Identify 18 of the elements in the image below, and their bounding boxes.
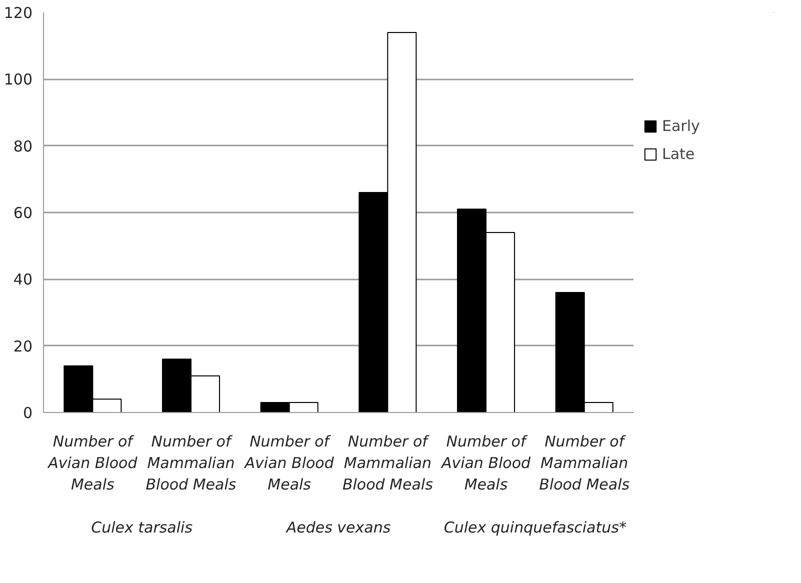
legend-label: Early — [662, 117, 700, 135]
y-tick-label: 100 — [4, 70, 33, 89]
x-tick-label: Number of Mammalian Blood Meals — [539, 432, 630, 494]
x-tick-label: Number of Avian Blood Meals — [440, 432, 532, 494]
text: Culex quinquefasciatus* — [444, 518, 627, 536]
text: Aedes vexans — [285, 518, 391, 536]
x-tick-label: Number of Mammalian Blood Meals — [146, 432, 236, 494]
y-tick-label: 60 — [13, 204, 33, 222]
x-tick-label: Number of Mammalian Blood Meals — [342, 432, 434, 494]
y-tick-label: 80 — [13, 137, 33, 156]
x-tick-label: Number of Avian Blood Meals — [47, 432, 138, 494]
y-tick-label: 20 — [13, 337, 33, 356]
y-tick-label: 0 — [22, 404, 33, 422]
x-tick-label: Number of Avian Blood Meals — [244, 432, 334, 494]
y-tick-label: 40 — [13, 270, 33, 289]
y-tick-label: 120 — [4, 4, 33, 22]
text: Culex tarsalis — [91, 518, 193, 536]
legend-label: Late — [662, 145, 695, 163]
